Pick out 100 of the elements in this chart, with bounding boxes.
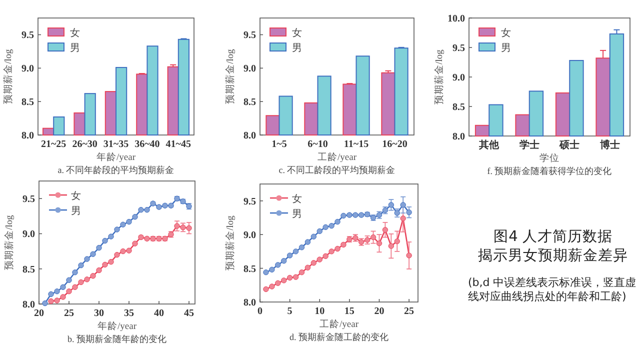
- point: [48, 298, 54, 304]
- x-tick-label: 20: [34, 308, 44, 319]
- point: [72, 284, 78, 290]
- point: [132, 240, 138, 246]
- point: [316, 228, 322, 234]
- x-tick-label: 35: [124, 308, 134, 319]
- x-tick-label: 25: [404, 306, 414, 317]
- x-tick-label: 硕士: [558, 139, 580, 151]
- y-axis-title: 预期薪金/log: [224, 215, 236, 270]
- point: [54, 288, 60, 294]
- y-tick-label: 8.0: [244, 298, 256, 308]
- x-axis-title: 学位: [540, 152, 560, 164]
- x-tick-label: 30: [94, 308, 104, 319]
- y-tick-label: 9.0: [22, 64, 34, 75]
- legend-label: 女: [292, 27, 302, 39]
- point: [400, 216, 406, 222]
- point: [269, 266, 275, 272]
- point: [310, 234, 317, 240]
- point: [340, 212, 346, 219]
- x-axis-title: 工龄/year: [320, 318, 360, 330]
- point: [138, 206, 144, 213]
- y-tick-label: 10.0: [448, 14, 465, 24]
- point: [48, 291, 54, 298]
- point: [370, 234, 376, 240]
- point: [96, 267, 102, 274]
- point: [304, 264, 311, 270]
- y-tick-label: 8.0: [22, 300, 35, 310]
- y-axis-title: 预期薪金/log: [2, 48, 14, 104]
- point: [298, 244, 305, 250]
- legend-label: 男: [71, 206, 81, 217]
- x-tick-label: 31~35: [103, 139, 129, 150]
- point: [328, 222, 334, 229]
- point: [114, 226, 120, 232]
- point: [120, 248, 126, 254]
- point: [263, 269, 269, 276]
- legend-label: 男: [292, 209, 302, 220]
- point: [132, 214, 138, 220]
- point: [102, 238, 108, 244]
- y-tick-label: 9.0: [22, 229, 35, 240]
- point: [400, 202, 406, 208]
- point: [96, 244, 102, 251]
- text: b. 预期薪金随年龄的变化: [68, 334, 166, 344]
- point: [275, 262, 281, 268]
- point: [114, 252, 120, 258]
- x-tick-label: 45: [184, 308, 194, 319]
- x-tick-label: 16~20: [382, 139, 408, 150]
- y-tick-label: 8.5: [244, 97, 256, 108]
- point: [334, 218, 340, 225]
- x-tick-label: 5: [287, 306, 292, 317]
- legend-label: 女: [70, 27, 80, 39]
- y-tick-label: 9.0: [452, 72, 465, 84]
- point: [108, 258, 114, 265]
- x-tick-label: 20: [374, 306, 384, 317]
- y-tick-label: 8.5: [452, 102, 465, 113]
- legend-label: 女: [292, 193, 302, 205]
- point: [334, 246, 340, 252]
- text: d. 预期薪金随工龄的变化: [290, 332, 388, 342]
- point: [78, 262, 84, 268]
- legend-label: 男: [501, 43, 511, 54]
- point: [78, 279, 84, 286]
- point: [90, 251, 96, 257]
- x-axis-title: 年龄/year: [98, 320, 138, 332]
- y-tick-label: 8.0: [452, 132, 465, 142]
- x-tick-label: 25: [64, 308, 74, 319]
- point: [388, 243, 394, 249]
- point: [269, 284, 275, 290]
- x-tick-label: 36~40: [134, 139, 160, 150]
- point: [174, 223, 180, 229]
- text: 图4 人才简历数据: [492, 228, 614, 247]
- x-tick-label: 26~30: [72, 139, 98, 150]
- x-tick-label: 10: [314, 306, 325, 317]
- point: [286, 252, 293, 258]
- point: [84, 276, 90, 282]
- point: [66, 277, 72, 283]
- x-tick-label: 1~5: [272, 139, 287, 150]
- point: [406, 209, 412, 216]
- point: [281, 258, 287, 264]
- y-tick-label: 9.0: [244, 64, 256, 75]
- point: [304, 239, 311, 245]
- x-tick-label: 0: [258, 306, 262, 317]
- point: [286, 274, 293, 281]
- text: 揭示男女预期薪金差异: [477, 247, 629, 266]
- point: [394, 238, 400, 244]
- x-tick-label: 21~25: [41, 139, 66, 150]
- y-tick-label: 9.5: [244, 30, 256, 42]
- text: f. 预期薪金随着获得学位的变化: [487, 166, 612, 176]
- y-tick-label: 8.5: [244, 264, 256, 275]
- y-axis-title: 预期薪金/log: [224, 48, 236, 104]
- y-tick-label: 9.5: [244, 196, 256, 208]
- point: [376, 240, 382, 246]
- legend-label: 男: [292, 43, 302, 54]
- x-tick-label: 40: [154, 308, 164, 319]
- x-axis-title: 年龄/year: [96, 151, 136, 163]
- point: [108, 234, 114, 240]
- point: [126, 248, 132, 254]
- point: [316, 256, 322, 262]
- y-tick-label: 9.0: [244, 230, 256, 242]
- x-tick-label: 其他: [478, 139, 500, 151]
- legend-label: 女: [71, 190, 81, 202]
- y-tick-label: 8.5: [22, 264, 35, 276]
